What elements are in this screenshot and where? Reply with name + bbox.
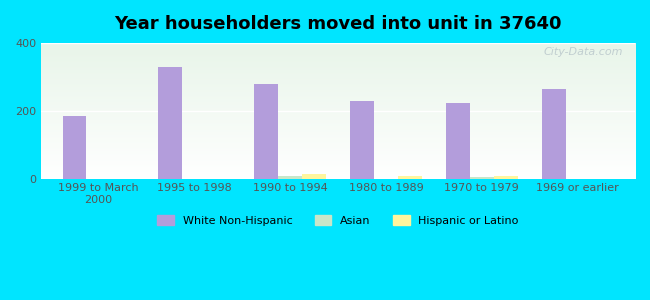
Legend: White Non-Hispanic, Asian, Hispanic or Latino: White Non-Hispanic, Asian, Hispanic or L… [153,210,523,230]
Text: City-Data.com: City-Data.com [543,47,623,57]
Bar [446,103,470,178]
Bar [62,116,86,178]
Bar [350,101,374,178]
Bar [541,89,566,178]
Bar [278,176,302,178]
Bar [302,174,326,178]
Bar [494,176,517,178]
Bar [159,67,182,178]
Bar [254,84,278,178]
Bar [398,176,422,178]
Bar [470,177,494,178]
Title: Year householders moved into unit in 37640: Year householders moved into unit in 376… [114,15,562,33]
